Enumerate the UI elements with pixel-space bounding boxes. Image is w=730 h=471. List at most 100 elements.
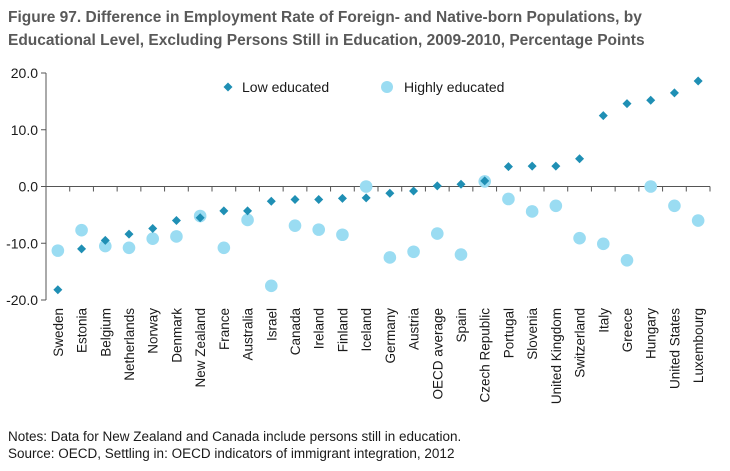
point-highly-educated [75,223,88,237]
notes-text: Notes: Data for New Zealand and Canada i… [8,429,462,444]
x-tick-label: Estonia [75,308,90,354]
x-axis [45,186,711,192]
chart-title-line-2: Educational Level, Excluding Persons Sti… [8,32,645,49]
chart-title-line-1: Figure 97. Difference in Employment Rate… [8,9,642,26]
point-highly-educated [217,241,231,255]
point-highly-educated [264,279,278,293]
y-tick-label: 20.0 [11,65,38,81]
legend: Low educated Highly educated [223,79,504,95]
x-tick-labels: Sweden Estonia Belgium Netherlands Norway Den… [51,308,706,405]
point-low-educated [124,229,134,239]
notes: Notes: Data for New Zealand and Canada i… [8,428,461,462]
point-highly-educated [122,241,136,255]
x-tick-label: Austria [407,308,422,351]
point-low-educated [575,154,585,164]
point-low-educated [598,111,608,121]
point-low-educated [314,195,324,205]
point-highly-educated [98,239,112,253]
point-highly-educated [454,248,468,261]
point-low-educated [527,161,537,171]
point-low-educated [195,213,205,223]
point-highly-educated [146,232,160,246]
point-highly-educated [668,199,681,213]
point-low-educated [503,162,513,172]
point-highly-educated [644,180,658,193]
point-highly-educated [525,205,539,218]
x-tick-label: Germany [383,308,398,364]
x-tick-label: Portugal [501,308,516,358]
x-tick-label: Spain [454,308,469,343]
x-tick-label: Switzerland [573,308,588,378]
point-low-educated [432,181,442,191]
point-low-educated [53,285,63,295]
x-tick-label: Netherlands [122,308,137,381]
point-low-educated [622,99,632,109]
x-tick-label: Luxembourg [691,308,706,383]
x-tick-label: Greece [620,308,635,352]
x-tick-label: Finland [335,308,350,352]
point-low-educated [219,206,229,216]
x-tick-label: United Kingdom [549,308,564,404]
legend-label-highly-educated: Highly educated [404,79,504,95]
chart-title: Figure 97. Difference in Employment Rate… [8,6,723,52]
point-low-educated [551,161,561,171]
point-low-educated [693,76,703,86]
x-tick-label: Belgium [98,308,113,357]
point-low-educated [171,216,181,226]
x-tick-label: Hungary [644,308,659,359]
point-highly-educated [502,192,515,206]
x-tick-label: New Zealand [193,308,208,388]
series-low-educated [53,76,703,295]
point-highly-educated [288,219,302,232]
series-highly-educated [51,175,705,293]
x-tick-label: Australia [241,308,256,361]
x-tick-label: Italy [596,308,611,333]
x-tick-label: Denmark [169,308,184,363]
point-low-educated [456,179,466,189]
point-low-educated [337,193,347,203]
point-low-educated [148,223,158,233]
legend-circle-icon [381,81,393,93]
point-highly-educated [691,214,705,227]
x-tick-label: Czech Republic [478,308,493,403]
point-highly-educated [359,180,373,193]
y-axis: 20.0 10.0 0.0 -10.0 -20.0 [6,65,47,308]
point-low-educated [385,188,395,198]
point-highly-educated [312,223,326,236]
point-highly-educated [430,227,444,240]
point-highly-educated [170,230,183,243]
point-low-educated [100,235,110,245]
y-tick-label: -20.0 [6,292,38,308]
point-low-educated [669,88,679,98]
x-tick-label: Canada [288,308,303,356]
point-low-educated [480,176,490,186]
point-highly-educated [596,237,610,251]
x-tick-label: OECD average [430,308,445,400]
point-low-educated [77,244,87,254]
point-highly-educated [383,251,397,264]
x-tick-label: Iceland [359,308,374,352]
point-highly-educated [241,213,254,227]
point-low-educated [646,95,656,105]
point-low-educated [409,186,419,196]
point-highly-educated [573,231,586,245]
scatter-chart: 20.0 10.0 0.0 -10.0 -20.0 Sweden Estonia Belgi… [6,65,711,405]
legend-diamond-icon [223,82,233,92]
x-tick-label: Sweden [51,308,66,357]
point-highly-educated [407,245,420,259]
point-low-educated [290,195,300,205]
y-tick-label: 0.0 [19,179,39,195]
point-highly-educated [51,244,65,257]
x-tick-label: Ireland [312,308,327,349]
x-tick-label: United States [667,308,682,389]
x-tick-label: Slovenia [525,308,540,360]
point-highly-educated [620,253,634,267]
point-low-educated [266,196,276,206]
y-tick-label: -10.0 [6,235,38,251]
point-low-educated [243,206,253,216]
point-highly-educated [336,228,349,242]
x-tick-label: Israel [264,308,279,341]
y-tick-label: 10.0 [11,122,38,138]
legend-label-low-educated: Low educated [242,79,329,95]
source-text: Source: OECD, Settling in: OECD indicato… [8,446,455,461]
